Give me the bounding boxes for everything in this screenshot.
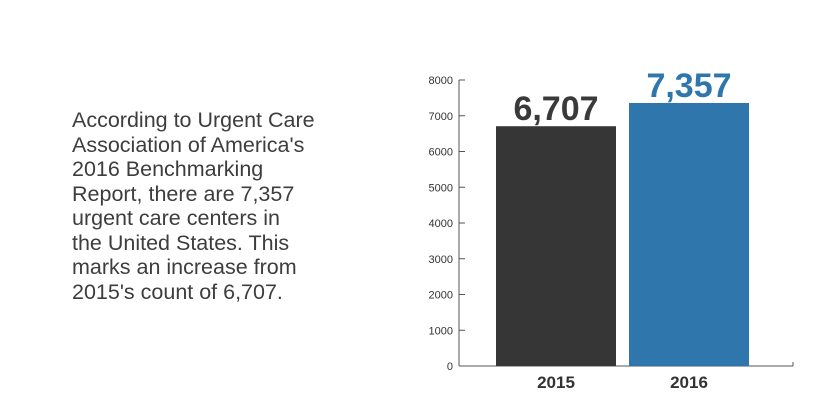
bar-2015 bbox=[496, 126, 616, 366]
chart-axes: 0 1000 2000 3000 4000 5000 6000 7000 8000 bbox=[429, 75, 794, 373]
y-tick-label: 6000 bbox=[429, 147, 453, 159]
data-label: 6,707 bbox=[513, 90, 598, 128]
y-tick-label: 8000 bbox=[429, 75, 453, 87]
y-tick-label: 1000 bbox=[429, 325, 453, 337]
y-tick-label: 3000 bbox=[429, 254, 453, 266]
chart-bars bbox=[496, 102, 749, 367]
description-line: Report, there are 7,357 bbox=[72, 181, 295, 206]
y-tick-label: 0 bbox=[447, 361, 453, 373]
data-label: 7,357 bbox=[646, 67, 731, 105]
x-tick-label: 2015 bbox=[537, 373, 575, 392]
description-text: According to Urgent Care Association of … bbox=[72, 108, 392, 304]
description-line: urgent care centers in bbox=[72, 206, 280, 230]
chart-labels: 2015 6,707 2016 7,357 bbox=[513, 67, 731, 392]
x-tick-label: 2016 bbox=[670, 373, 708, 392]
bar-2016 bbox=[629, 102, 749, 367]
y-tick-label: 4000 bbox=[429, 218, 453, 230]
description-line: 2016 Benchmarking bbox=[72, 157, 264, 181]
y-tick-label: 5000 bbox=[429, 182, 453, 194]
y-tick-label: 2000 bbox=[429, 290, 453, 302]
y-tick-label: 7000 bbox=[429, 111, 453, 123]
description-line: marks an increase from bbox=[72, 255, 297, 279]
description-line: According to Urgent Care bbox=[72, 108, 315, 132]
description-line: 2015's count of 6,707. bbox=[72, 279, 283, 304]
description-line: Association of America's bbox=[72, 132, 305, 157]
description-line: the United States. This bbox=[72, 230, 290, 255]
